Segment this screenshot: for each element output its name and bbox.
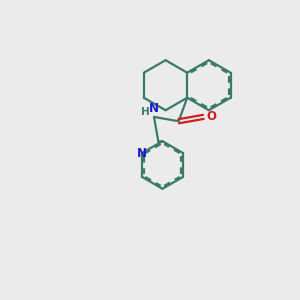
Text: N: N — [137, 147, 147, 160]
Text: H: H — [141, 106, 150, 117]
Text: O: O — [206, 110, 216, 123]
Text: N: N — [149, 102, 159, 115]
